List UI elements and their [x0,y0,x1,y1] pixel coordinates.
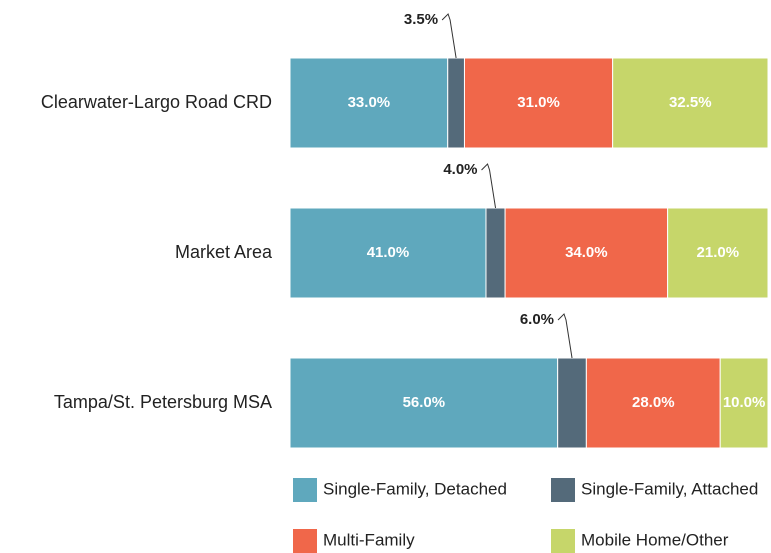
value-label: 31.0% [517,94,560,111]
category-label: Market Area [175,242,273,262]
bar-segment [289,57,449,149]
value-label: 28.0% [632,394,675,411]
legend-label: Single-Family, Attached [581,479,758,498]
legend-swatch [551,529,575,553]
bar-segment [485,207,506,299]
legend-label: Mobile Home/Other [581,530,729,549]
value-label: 10.0% [723,394,766,411]
leader-line [557,313,573,359]
category-label: Tampa/St. Petersburg MSA [54,392,272,412]
legend-swatch [293,529,317,553]
value-label: 32.5% [669,94,712,111]
bar-segment [612,57,769,149]
legend-label: Single-Family, Detached [323,479,507,498]
bar-segment [447,57,465,149]
bar-segment [463,57,614,149]
leader-line [441,13,457,59]
bar-segment [504,207,669,299]
value-label: 6.0% [520,311,554,328]
bar-segment [289,357,559,449]
category-label: Clearwater-Largo Road CRD [41,92,272,112]
value-label: 33.0% [348,94,391,111]
bar-segment [719,357,769,449]
value-label: 34.0% [565,244,608,261]
bar-segment [667,207,769,299]
legend-swatch [293,478,317,502]
value-label: 4.0% [443,161,477,178]
value-label: 3.5% [404,11,438,28]
legend-label: Multi-Family [323,530,415,549]
leader-line [481,163,497,209]
legend-swatch [551,478,575,502]
bar-segment [585,357,721,449]
value-label: 56.0% [403,394,446,411]
bar-segment [557,357,587,449]
bar-segment [289,207,487,299]
value-label: 41.0% [367,244,410,261]
value-label: 21.0% [697,244,740,261]
